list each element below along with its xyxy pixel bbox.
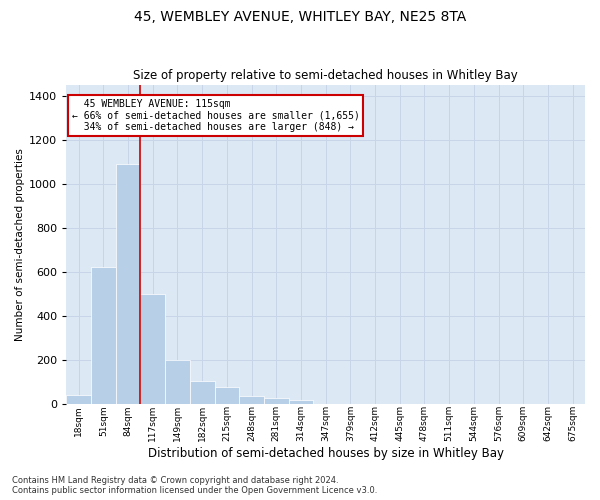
Bar <box>239 396 264 404</box>
Title: Size of property relative to semi-detached houses in Whitley Bay: Size of property relative to semi-detach… <box>133 69 518 82</box>
Bar <box>165 360 190 404</box>
Bar <box>140 294 165 404</box>
Y-axis label: Number of semi-detached properties: Number of semi-detached properties <box>15 148 25 340</box>
Bar <box>91 267 116 404</box>
Text: 45, WEMBLEY AVENUE, WHITLEY BAY, NE25 8TA: 45, WEMBLEY AVENUE, WHITLEY BAY, NE25 8T… <box>134 10 466 24</box>
Text: 45 WEMBLEY AVENUE: 115sqm
← 66% of semi-detached houses are smaller (1,655)
  34: 45 WEMBLEY AVENUE: 115sqm ← 66% of semi-… <box>71 99 359 132</box>
Bar <box>116 164 140 404</box>
Text: Contains HM Land Registry data © Crown copyright and database right 2024.
Contai: Contains HM Land Registry data © Crown c… <box>12 476 377 495</box>
Bar <box>190 380 215 404</box>
Bar <box>264 398 289 404</box>
Bar <box>215 387 239 404</box>
X-axis label: Distribution of semi-detached houses by size in Whitley Bay: Distribution of semi-detached houses by … <box>148 447 503 460</box>
Bar <box>289 400 313 404</box>
Bar <box>67 395 91 404</box>
